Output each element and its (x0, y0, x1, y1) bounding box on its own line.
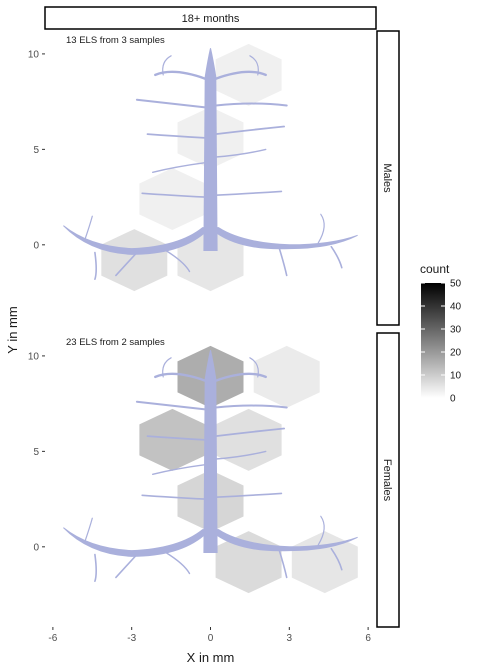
gland-segment-17 (83, 215, 93, 242)
gland-segment-0 (203, 350, 218, 553)
gland-segment-8 (152, 162, 206, 173)
legend-tick-label: 50 (450, 279, 462, 290)
hex-bin-0-2 (139, 168, 206, 230)
hex-bin-0-3 (101, 229, 168, 292)
gland-segment-13 (94, 553, 97, 582)
side-strip-box (376, 332, 400, 628)
x-axis-title: X in mm (187, 650, 235, 665)
gland-segment-11 (215, 492, 283, 498)
x-tick-label: -6 (48, 633, 57, 644)
legend-tick-label: 20 (450, 348, 462, 359)
y-tick-label: 5 (33, 447, 39, 458)
gland-segment-13 (94, 251, 97, 280)
gland-segment-1 (63, 225, 358, 255)
gland-segment-15 (278, 547, 288, 579)
legend-ticks: 0 10 20 30 40 50 (421, 279, 462, 405)
gland-outline (63, 350, 358, 582)
gland-segment-20 (249, 357, 259, 378)
gland-segment-12 (115, 553, 138, 579)
gland-segment-18 (317, 213, 325, 244)
gland-segment-16 (330, 245, 343, 269)
y-tick-label: 5 (33, 145, 39, 156)
x-tick-label: 6 (365, 633, 371, 644)
gland-segment-16 (330, 547, 343, 571)
gland-segment-15 (278, 245, 288, 277)
gland-segment-0 (203, 48, 218, 251)
x-tick-label: -3 (127, 633, 136, 644)
hex-layer (139, 345, 358, 594)
top-strip-box (44, 6, 377, 30)
gland-segment-14 (165, 249, 191, 273)
gland-segment-5 (214, 102, 288, 107)
gland-outline (63, 48, 358, 280)
legend-tick-label: 30 (450, 325, 462, 336)
gland-segment-7 (214, 427, 285, 437)
legend-tick-label: 0 (450, 394, 456, 405)
y-axis-ticks: 0 5 10 0 5 10 (28, 49, 45, 553)
x-tick-label: 0 (208, 633, 214, 644)
x-axis-ticks: -6 -3 0 3 6 (48, 627, 371, 644)
x-tick-label: 3 (287, 633, 293, 644)
legend: count 0 10 20 30 40 50 (420, 262, 462, 405)
gland-segment-3 (214, 70, 267, 80)
gland-segment-14 (165, 551, 191, 575)
y-axis-title: Y in mm (5, 306, 20, 353)
gland-segment-19 (162, 357, 172, 378)
gland-segment-2 (154, 372, 207, 382)
gland-segment-9 (215, 450, 267, 460)
gland-segment-12 (115, 251, 138, 277)
legend-colorbar (421, 283, 445, 398)
gland-segment-17 (83, 517, 93, 544)
legend-tick-label: 10 (450, 371, 462, 382)
top-strip-label: 18+ months (182, 13, 240, 25)
gland-segment-3 (214, 372, 267, 382)
panel-annotation: 23 ELS from 2 samples (66, 337, 165, 348)
y-tick-label: 0 (33, 240, 39, 251)
gland-segment-9 (215, 148, 267, 158)
hex-layer (101, 43, 282, 292)
gland-segment-4 (135, 98, 207, 109)
hex-bin-0-4 (177, 229, 244, 292)
y-tick-label: 10 (28, 49, 40, 60)
panel-annotation: 13 ELS from 3 samples (66, 35, 165, 46)
side-strip-label-males: Males (381, 163, 393, 193)
gland-segment-5 (214, 404, 288, 409)
hex-bin-1-2 (139, 408, 206, 471)
legend-tick-label: 40 (450, 302, 462, 313)
y-tick-label: 10 (28, 351, 40, 362)
gland-segment-8 (152, 464, 206, 475)
side-strip-label-females: Females (381, 459, 393, 502)
gland-segment-18 (317, 515, 325, 546)
gland-segment-11 (215, 190, 283, 196)
legend-title: count (420, 262, 450, 276)
hex-bin-1-1 (253, 345, 320, 408)
gland-segment-1 (63, 527, 358, 557)
panel-males: 13 ELS from 3 samples Males (45, 30, 400, 326)
gland-segment-6 (146, 133, 207, 139)
gland-segment-6 (146, 435, 207, 441)
hex-bin-0-0 (215, 43, 282, 106)
hex-bin-1-3 (215, 408, 282, 471)
gland-segment-10 (141, 494, 206, 500)
gland-segment-20 (249, 55, 259, 76)
side-strip-box (376, 30, 400, 326)
y-tick-label: 0 (33, 542, 39, 553)
gland-segment-2 (154, 70, 207, 80)
gland-segment-19 (162, 55, 172, 76)
gland-segment-10 (141, 192, 206, 198)
panel-females: 23 ELS from 2 samples Females (45, 332, 400, 628)
gland-segment-4 (135, 400, 207, 411)
gland-segment-7 (214, 125, 285, 135)
